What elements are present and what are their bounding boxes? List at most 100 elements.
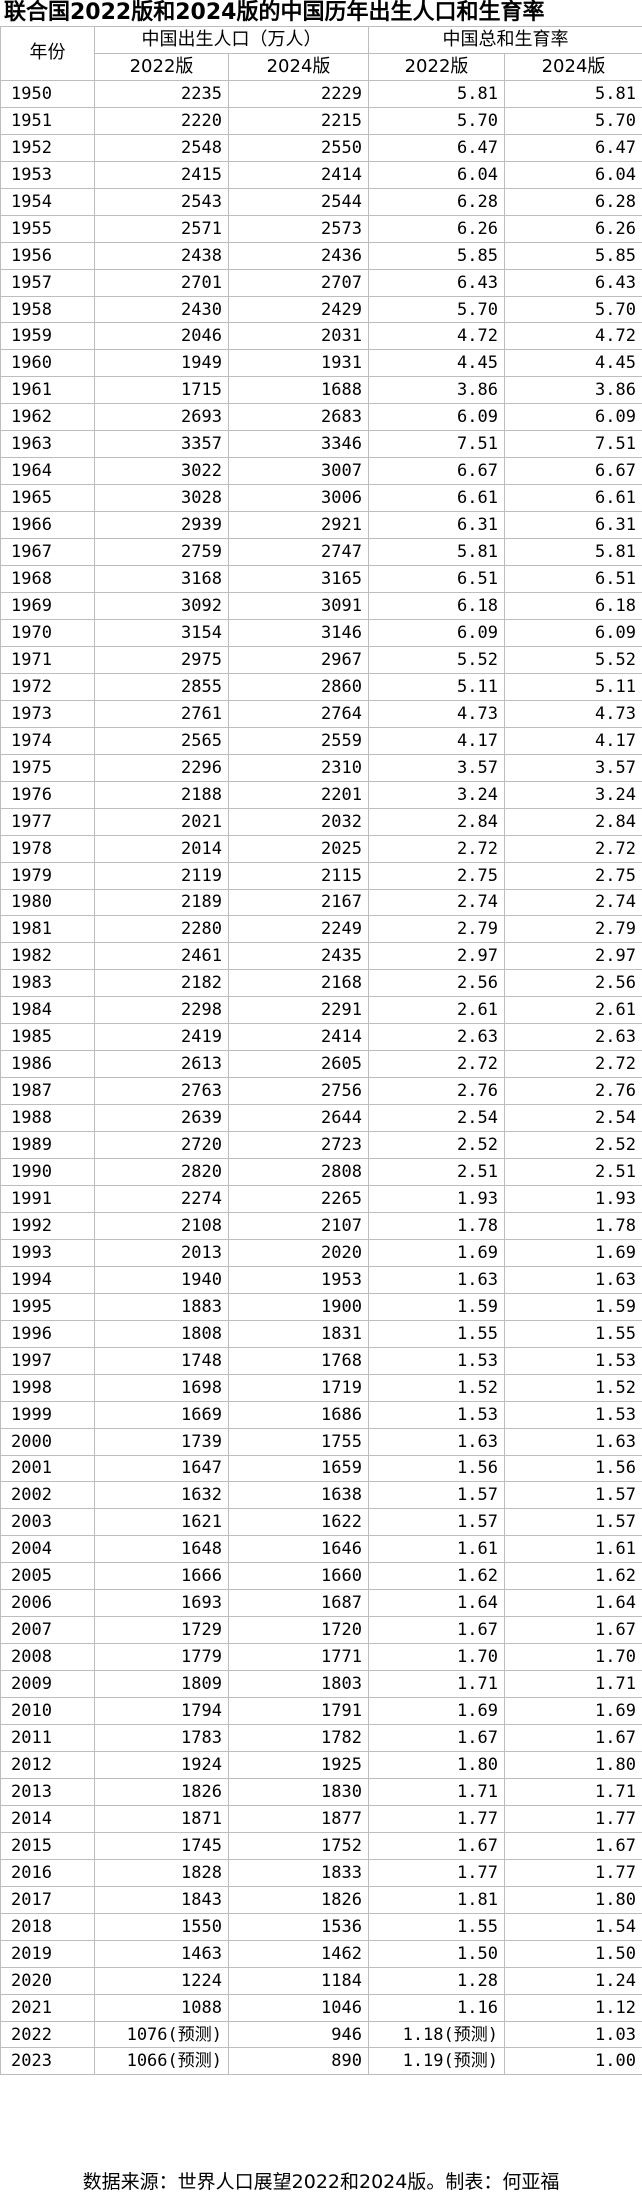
cell-year: 2012 — [0, 1751, 95, 1779]
cell-year: 2015 — [0, 1831, 95, 1860]
cell-births-2024: 2115 — [228, 861, 369, 890]
cell-births-2024: 2229 — [228, 79, 369, 108]
cell-tfr-2024: 1.67 — [504, 1616, 642, 1645]
table-row: 1974 2565 2559 4.17 4.17 — [0, 726, 642, 755]
table-row: 1969 3092 3091 6.18 6.18 — [0, 592, 642, 620]
cell-tfr-2022: 2.51 — [368, 1158, 505, 1186]
cell-births-2024: 3091 — [228, 592, 369, 620]
table-row: 2001 1647 1659 1.56 1.56 — [0, 1454, 642, 1483]
cell-births-2022: 2438 — [94, 241, 229, 270]
cell-tfr-2024: 6.61 — [504, 484, 642, 513]
cell-births-2024: 3146 — [228, 618, 369, 647]
cell-births-2024: 1462 — [228, 1939, 369, 1968]
cell-tfr-2024: 2.72 — [504, 1050, 642, 1079]
table-row: 1976 2188 2201 3.24 3.24 — [0, 780, 642, 809]
cell-tfr-2022: 2.72 — [368, 834, 505, 863]
cell-births-2024: 2435 — [228, 942, 369, 971]
cell-tfr-2022: 5.52 — [368, 645, 505, 674]
cell-tfr-2022: 1.61 — [368, 1535, 505, 1564]
cell-year: 2009 — [0, 1670, 95, 1699]
cell-tfr-2022: 4.45 — [368, 349, 505, 378]
cell-births-2024: 1877 — [228, 1804, 369, 1833]
cell-births-2022: 2014 — [94, 834, 229, 863]
cell-tfr-2024: 1.50 — [504, 1939, 642, 1968]
cell-year: 1977 — [0, 807, 95, 836]
cell-tfr-2022: 1.59 — [368, 1292, 505, 1321]
cell-year: 2006 — [0, 1589, 95, 1618]
cell-births-2024: 2764 — [228, 699, 369, 728]
cell-births-2022: 1809 — [94, 1670, 229, 1699]
cell-births-2024: 2808 — [228, 1158, 369, 1186]
cell-tfr-2024: 5.70 — [504, 106, 642, 135]
cell-tfr-2024: 1.71 — [504, 1777, 642, 1806]
cell-tfr-2024: 1.63 — [504, 1427, 642, 1456]
cell-tfr-2024: 6.31 — [504, 511, 642, 540]
cell-year: 1952 — [0, 133, 95, 162]
cell-year: 1981 — [0, 915, 95, 944]
cell-tfr-2022: 1.28 — [368, 1966, 505, 1995]
cell-births-2022: 3092 — [94, 592, 229, 620]
table-row: 1960 1949 1931 4.45 4.45 — [0, 349, 642, 378]
cell-births-2022: 1826 — [94, 1777, 229, 1806]
cell-births-2024: 1931 — [228, 349, 369, 378]
table-row: 1989 2720 2723 2.52 2.52 — [0, 1131, 642, 1160]
table-row: 1986 2613 2605 2.72 2.72 — [0, 1050, 642, 1079]
cell-births-2024: 2414 — [228, 160, 369, 189]
cell-tfr-2022: 1.77 — [368, 1858, 505, 1887]
table-row: 2005 1666 1660 1.62 1.62 — [0, 1562, 642, 1591]
cell-births-2024: 2291 — [228, 996, 369, 1025]
cell-year: 1961 — [0, 376, 95, 405]
cell-births-2022: 2975 — [94, 645, 229, 674]
table-row: 1981 2280 2249 2.79 2.79 — [0, 915, 642, 944]
cell-tfr-2022: 6.51 — [368, 565, 505, 594]
cell-year: 2020 — [0, 1966, 95, 1995]
cell-year: 2000 — [0, 1427, 95, 1456]
cell-year: 1959 — [0, 322, 95, 351]
table-header: 年份 中国出生人口（万人） 中国总和生育率 2022版 2024版 2022版 … — [0, 26, 642, 81]
cell-tfr-2024: 1.52 — [504, 1373, 642, 1402]
cell-births-2024: 2605 — [228, 1050, 369, 1079]
cell-year: 1974 — [0, 726, 95, 755]
cell-births-2022: 1924 — [94, 1751, 229, 1779]
table-row: 1971 2975 2967 5.52 5.52 — [0, 645, 642, 674]
cell-births-2022: 1666 — [94, 1562, 229, 1591]
cell-births-2022: 2419 — [94, 1023, 229, 1052]
table-body: 1950 2235 2229 5.81 5.81 1951 2220 2215 5.70 5.70… — [0, 79, 642, 2076]
cell-births-2024: 1771 — [228, 1643, 369, 1672]
cell-tfr-2022: 1.67 — [368, 1616, 505, 1645]
table-row: 2012 1924 1925 1.80 1.80 — [0, 1751, 642, 1779]
cell-year: 1965 — [0, 484, 95, 513]
cell-tfr-2024: 1.77 — [504, 1858, 642, 1887]
cell-tfr-2022: 1.53 — [368, 1400, 505, 1429]
cell-tfr-2024: 1.77 — [504, 1804, 642, 1833]
table-row: 1968 3168 3165 6.51 6.51 — [0, 565, 642, 594]
cell-year: 1979 — [0, 861, 95, 890]
cell-births-2022: 1621 — [94, 1508, 229, 1537]
cell-tfr-2024: 6.26 — [504, 214, 642, 243]
cell-births-2024: 2573 — [228, 214, 369, 243]
cell-tfr-2022: 6.04 — [368, 160, 505, 189]
cell-births-2024: 2215 — [228, 106, 369, 135]
table-row: 1995 1883 1900 1.59 1.59 — [0, 1292, 642, 1321]
cell-tfr-2024: 1.55 — [504, 1319, 642, 1348]
cell-year: 1991 — [0, 1184, 95, 1213]
table-row: 1991 2274 2265 1.93 1.93 — [0, 1184, 642, 1213]
cell-births-2022: 2415 — [94, 160, 229, 189]
table-row: 1952 2548 2550 6.47 6.47 — [0, 133, 642, 162]
header-births-2022: 2022版 — [94, 52, 229, 81]
table-row: 1966 2939 2921 6.31 6.31 — [0, 511, 642, 540]
cell-tfr-2022: 6.09 — [368, 403, 505, 432]
cell-year: 1987 — [0, 1077, 95, 1106]
cell-year: 2022 — [0, 2020, 95, 2049]
cell-births-2024: 2967 — [228, 645, 369, 674]
cell-births-2022: 2296 — [94, 753, 229, 782]
cell-tfr-2022: 1.64 — [368, 1589, 505, 1618]
cell-births-2022: 2701 — [94, 268, 229, 297]
cell-year: 1971 — [0, 645, 95, 674]
cell-tfr-2024: 4.17 — [504, 726, 642, 755]
table-row: 2009 1809 1803 1.71 1.71 — [0, 1670, 642, 1699]
cell-year: 1994 — [0, 1265, 95, 1294]
cell-births-2024: 890 — [228, 2047, 369, 2076]
table-row: 1999 1669 1686 1.53 1.53 — [0, 1400, 642, 1429]
table-row: 1980 2189 2167 2.74 2.74 — [0, 888, 642, 917]
